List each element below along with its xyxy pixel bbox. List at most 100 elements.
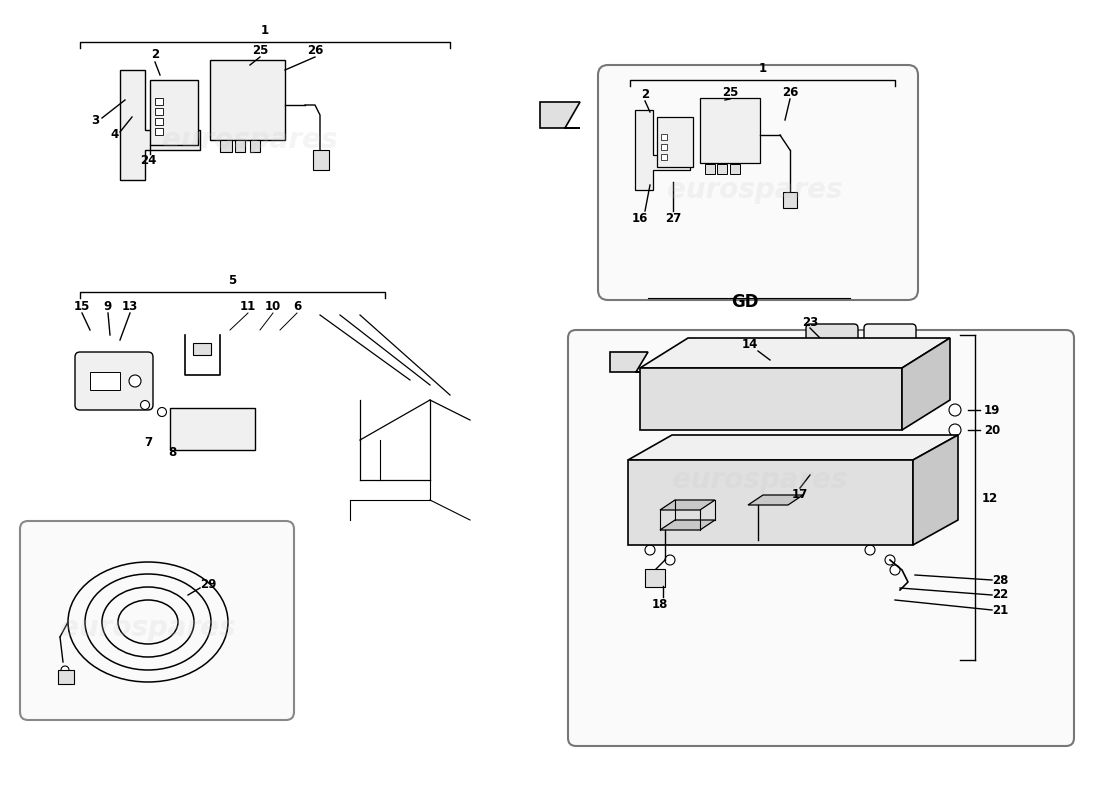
Circle shape	[882, 344, 898, 360]
Text: 18: 18	[652, 598, 668, 610]
Circle shape	[178, 422, 192, 436]
Text: eurospares: eurospares	[668, 176, 843, 204]
Text: 9: 9	[103, 299, 112, 313]
Circle shape	[949, 404, 961, 416]
Bar	[661, 144, 667, 150]
Text: 2: 2	[641, 89, 649, 102]
Text: 10: 10	[265, 299, 282, 313]
Bar	[220, 140, 232, 152]
Bar	[730, 164, 740, 174]
Circle shape	[890, 565, 900, 575]
Text: 28: 28	[992, 574, 1009, 586]
Text: 13: 13	[122, 299, 139, 313]
Text: 1: 1	[758, 62, 767, 74]
FancyBboxPatch shape	[75, 352, 153, 410]
Bar	[705, 164, 715, 174]
Polygon shape	[660, 520, 715, 530]
Bar	[717, 164, 727, 174]
Bar	[150, 80, 198, 145]
Text: 11: 11	[240, 299, 256, 313]
Polygon shape	[628, 460, 913, 545]
Text: 2: 2	[151, 49, 160, 62]
Polygon shape	[748, 495, 803, 505]
Circle shape	[886, 555, 895, 565]
Text: 26: 26	[782, 86, 799, 99]
Bar	[235, 140, 245, 152]
Text: 27: 27	[664, 211, 681, 225]
Circle shape	[641, 131, 649, 138]
Text: 22: 22	[992, 589, 1008, 602]
Circle shape	[865, 545, 874, 555]
Bar	[155, 108, 163, 115]
Circle shape	[645, 545, 654, 555]
Circle shape	[641, 118, 649, 126]
Bar	[192, 343, 211, 355]
Text: 21: 21	[992, 603, 1008, 617]
Circle shape	[129, 375, 141, 387]
Polygon shape	[660, 500, 715, 510]
Bar	[314, 150, 329, 170]
Bar	[783, 192, 798, 208]
Bar	[661, 134, 667, 140]
Text: 4: 4	[111, 129, 119, 142]
Text: 20: 20	[983, 423, 1000, 437]
Text: eurospares: eurospares	[60, 614, 235, 642]
Text: 8: 8	[168, 446, 176, 458]
Circle shape	[129, 96, 138, 104]
Text: 1: 1	[261, 23, 270, 37]
Bar	[155, 118, 163, 125]
Bar	[657, 117, 693, 167]
Text: 15: 15	[74, 299, 90, 313]
Polygon shape	[120, 70, 200, 180]
Polygon shape	[640, 368, 902, 430]
Polygon shape	[540, 102, 580, 128]
Circle shape	[218, 422, 232, 436]
FancyBboxPatch shape	[20, 521, 294, 720]
Polygon shape	[635, 110, 690, 190]
Text: 7: 7	[144, 435, 152, 449]
Text: 24: 24	[140, 154, 156, 166]
Bar	[661, 154, 667, 160]
Text: 17: 17	[792, 489, 808, 502]
Text: eurospares: eurospares	[163, 126, 338, 154]
FancyBboxPatch shape	[598, 65, 918, 300]
Circle shape	[129, 81, 138, 89]
Text: 5: 5	[229, 274, 236, 286]
Text: 3: 3	[91, 114, 99, 126]
Bar	[645, 569, 665, 587]
Text: 26: 26	[307, 43, 323, 57]
Bar	[155, 128, 163, 135]
Polygon shape	[902, 338, 950, 430]
Bar	[155, 98, 163, 105]
Bar	[170, 408, 255, 450]
Circle shape	[60, 666, 69, 674]
Text: GD: GD	[732, 293, 759, 311]
Polygon shape	[628, 435, 958, 460]
Circle shape	[138, 112, 143, 118]
Bar	[700, 98, 760, 163]
Bar	[250, 140, 260, 152]
Polygon shape	[913, 435, 958, 545]
Text: 6: 6	[293, 299, 301, 313]
FancyBboxPatch shape	[568, 330, 1074, 746]
Circle shape	[157, 407, 166, 417]
Bar	[58, 670, 74, 684]
Polygon shape	[610, 352, 648, 372]
Text: 29: 29	[200, 578, 217, 591]
Text: 12: 12	[982, 491, 998, 505]
Bar	[90, 372, 120, 390]
Text: 25: 25	[722, 86, 738, 99]
FancyBboxPatch shape	[864, 324, 916, 384]
Circle shape	[949, 424, 961, 436]
Text: 14: 14	[741, 338, 758, 351]
Bar	[210, 60, 285, 140]
Text: 19: 19	[983, 403, 1000, 417]
Text: 23: 23	[802, 315, 818, 329]
Circle shape	[141, 401, 150, 410]
Bar	[816, 346, 836, 362]
Text: 16: 16	[631, 211, 648, 225]
Text: eurospares: eurospares	[672, 466, 848, 494]
FancyBboxPatch shape	[806, 324, 858, 384]
Polygon shape	[640, 338, 950, 368]
Text: 25: 25	[252, 43, 268, 57]
